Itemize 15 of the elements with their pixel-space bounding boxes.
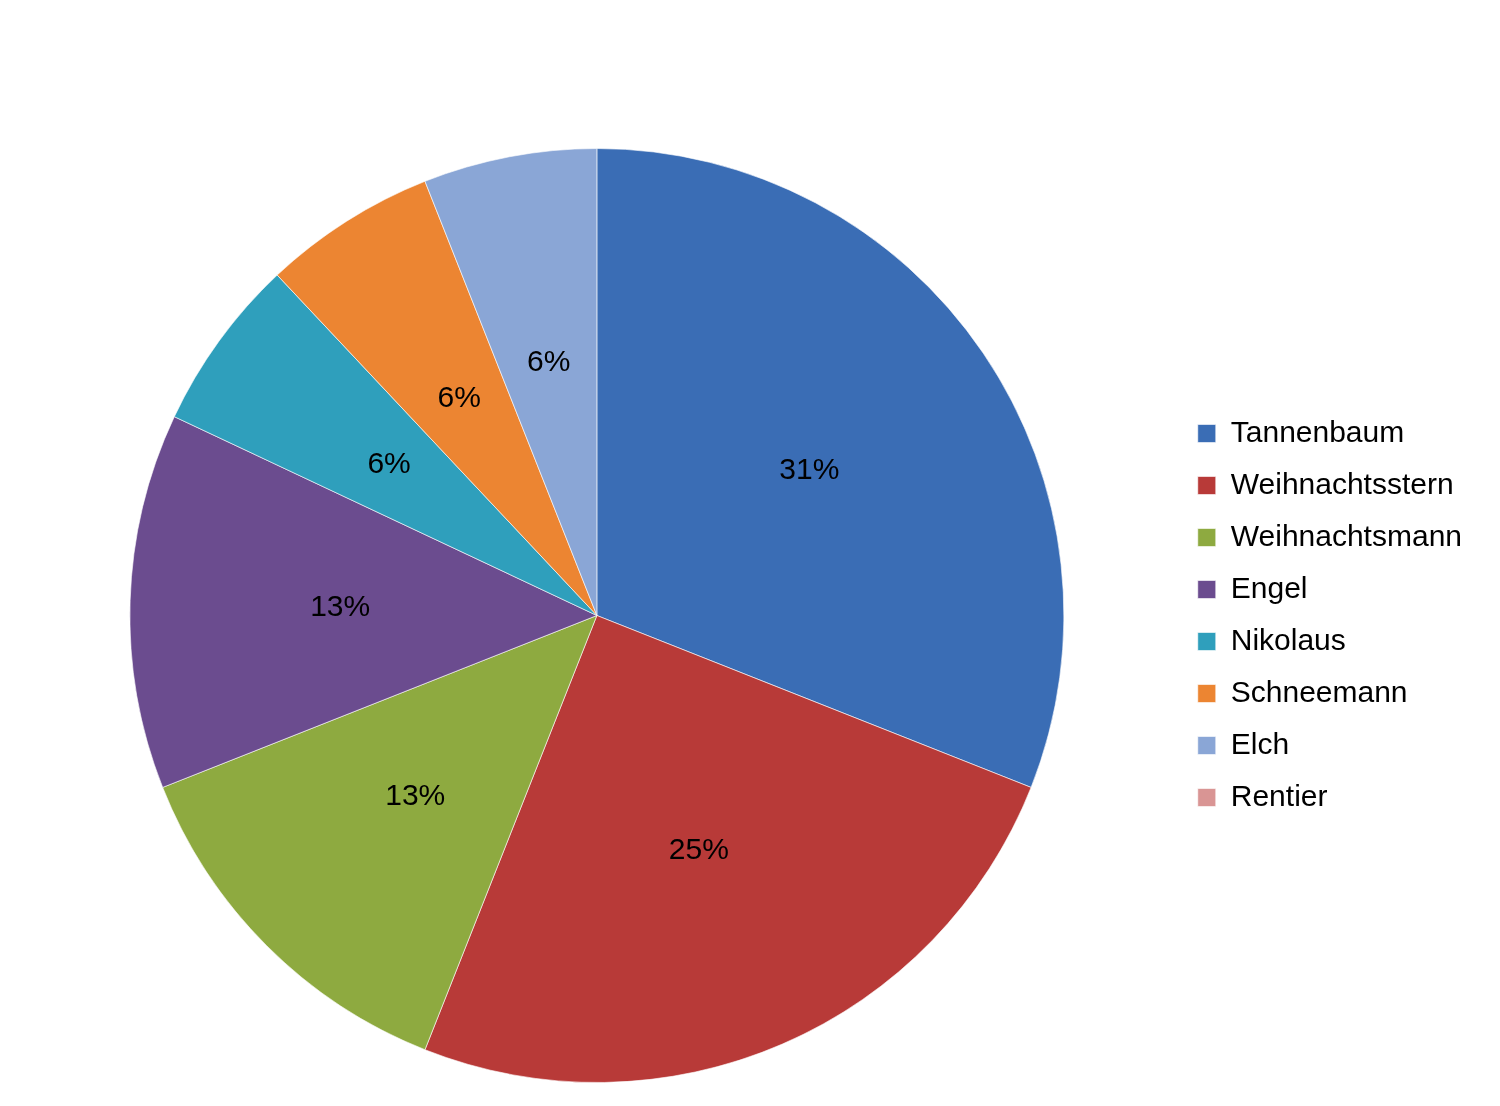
data-label: 6% — [527, 344, 571, 378]
data-label: 13% — [385, 778, 446, 812]
data-label: 6% — [437, 379, 481, 413]
legend-label: Rentier — [1230, 778, 1328, 812]
data-label: 13% — [310, 588, 371, 622]
legend-label: Elch — [1230, 726, 1290, 760]
legend-label: Engel — [1230, 570, 1308, 604]
legend-label: Schneemann — [1230, 674, 1408, 708]
data-label: 25% — [668, 832, 729, 866]
data-label: 6% — [367, 445, 411, 479]
legend-label: Tannenbaum — [1230, 414, 1405, 448]
legend-label: Weihnachtsstern — [1230, 466, 1454, 500]
legend-label: Nikolaus — [1230, 622, 1346, 656]
data-label: 31% — [779, 452, 840, 486]
legend-label: Weihnachtsmann — [1230, 518, 1463, 552]
